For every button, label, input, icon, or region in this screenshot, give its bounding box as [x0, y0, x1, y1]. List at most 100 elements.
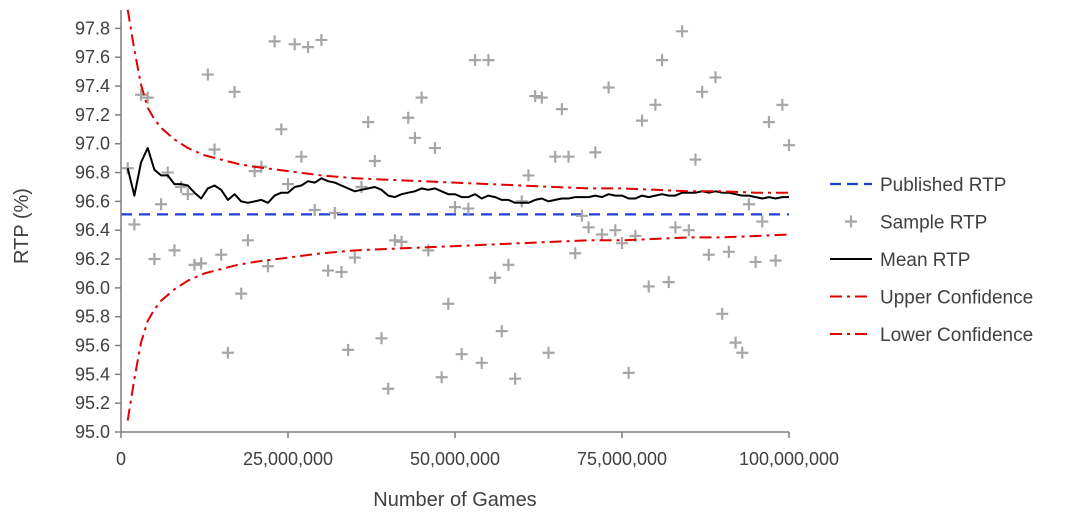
sample-rtp-marker	[709, 71, 722, 84]
y-tick-label: 97.6	[75, 47, 110, 67]
y-tick-label: 97.8	[75, 18, 110, 38]
sample-rtp-marker	[649, 98, 662, 111]
y-tick-label: 95.6	[75, 336, 110, 356]
legend-label-published-rtp: Published RTP	[880, 175, 1006, 196]
sample-rtp-marker	[241, 234, 254, 247]
sample-rtp-marker	[455, 348, 468, 361]
legend-swatch-sample-rtp	[845, 215, 857, 228]
sample-rtp-marker	[348, 251, 361, 264]
y-axis-title: RTP (%)	[11, 188, 33, 264]
y-tick-label: 96.8	[75, 163, 110, 183]
sample-rtp-marker	[756, 215, 769, 228]
x-tick-label: 50,000,000	[410, 449, 500, 469]
sample-rtp-marker	[549, 150, 562, 163]
sample-rtp-marker	[368, 155, 381, 168]
sample-rtp-marker	[215, 248, 228, 261]
sample-rtp-marker	[783, 139, 795, 152]
sample-rtp-marker	[322, 264, 335, 277]
sample-rtp-marker	[689, 153, 702, 166]
sample-rtp-marker	[522, 169, 535, 182]
sample-rtp-marker	[656, 54, 669, 67]
sample-rtp-marker	[769, 254, 782, 267]
sample-rtp-marker	[575, 209, 588, 222]
sample-rtp-marker	[642, 280, 655, 293]
sample-rtp-marker	[722, 245, 735, 258]
sample-rtp-marker	[201, 68, 214, 81]
x-tick-label: 75,000,000	[577, 449, 667, 469]
legend-label-mean-rtp: Mean RTP	[880, 250, 970, 271]
sample-rtp-marker	[302, 41, 315, 54]
sample-rtp-marker	[168, 244, 181, 257]
sample-rtp-marker	[261, 260, 274, 273]
sample-rtp-marker	[295, 150, 308, 163]
series-layer	[121, 9, 795, 421]
sample-rtp-marker	[375, 332, 388, 345]
sample-rtp-marker	[669, 221, 682, 234]
sample-rtp-marker	[175, 180, 188, 193]
sample-rtp-marker	[315, 33, 328, 46]
sample-rtp-marker	[535, 91, 548, 104]
sample-rtp-marker	[569, 247, 582, 260]
sample-rtp-marker	[428, 142, 441, 155]
sample-rtp-marker	[589, 146, 602, 159]
lower-confidence-line	[126, 233, 790, 421]
y-tick-label: 97.4	[75, 76, 110, 96]
sample-rtp-marker	[188, 258, 201, 271]
sample-rtp-marker	[328, 206, 341, 219]
sample-rtp-marker	[622, 366, 635, 379]
sample-rtp-marker	[128, 218, 141, 231]
sample-rtp-marker	[208, 143, 221, 156]
sample-rtp-marker	[221, 346, 234, 359]
sample-rtp-marker	[676, 25, 689, 38]
sample-rtp-marker	[181, 188, 194, 201]
sample-rtp-marker	[415, 91, 428, 104]
x-axis-title: Number of Games	[373, 489, 536, 511]
y-tick-label: 95.0	[75, 422, 110, 442]
sample-rtp-marker	[308, 204, 321, 217]
x-tick-label: 100,000,000	[739, 449, 839, 469]
sample-rtp-marker	[362, 116, 375, 129]
sample-rtp-marker	[462, 202, 475, 215]
sample-rtp-marker	[742, 198, 755, 211]
sample-rtp-marker	[515, 195, 528, 208]
legend-label-upper-confidence: Upper Confidence	[880, 288, 1033, 309]
y-tick-label: 95.8	[75, 307, 110, 327]
y-tick-label: 97.0	[75, 134, 110, 154]
sample-rtp-marker	[228, 85, 241, 98]
sample-rtp-marker	[776, 98, 789, 111]
legend: Published RTP Sample RTP Mean RTP Upper Con…	[830, 175, 1033, 346]
sample-rtp-marker	[555, 103, 568, 116]
y-tick-label: 95.4	[75, 364, 110, 384]
legend-label-sample-rtp: Sample RTP	[880, 213, 987, 234]
axes: 95.0 95.2 95.4 95.6 95.8 96.0 96.2 96.4 96.6 96.8…	[75, 10, 839, 469]
sample-rtp-marker	[582, 221, 595, 234]
y-ticks: 95.0 95.2 95.4 95.6 95.8 96.0 96.2 96.4 96.6 96.8…	[75, 18, 121, 442]
sample-rtp-marker	[682, 224, 695, 237]
sample-rtp-marker	[235, 287, 248, 300]
sample-rtp-marker	[141, 91, 154, 104]
upper-confidence-line	[126, 9, 789, 194]
sample-rtp-marker	[355, 180, 368, 193]
sample-rtp-marker	[342, 343, 355, 356]
sample-rtp-marker	[388, 234, 401, 247]
y-tick-label: 96.0	[75, 278, 110, 298]
sample-rtp-marker	[595, 228, 608, 241]
sample-rtp-marker	[155, 198, 168, 211]
sample-rtp-marker	[442, 297, 455, 310]
y-tick-label: 96.6	[75, 191, 110, 211]
sample-rtp-marker	[662, 276, 675, 289]
sample-rtp-marker	[489, 271, 502, 284]
sample-rtp-marker	[402, 111, 415, 124]
sample-rtp-marker	[562, 150, 575, 163]
sample-rtp-series	[121, 25, 795, 395]
sample-rtp-marker	[268, 35, 281, 48]
sample-rtp-marker	[702, 248, 715, 261]
sample-rtp-marker	[529, 90, 542, 103]
sample-rtp-marker	[482, 54, 495, 67]
sample-rtp-marker	[475, 356, 488, 369]
sample-rtp-marker	[335, 266, 348, 279]
sample-rtp-marker	[469, 54, 482, 67]
sample-rtp-marker	[395, 235, 408, 248]
sample-rtp-marker	[616, 237, 628, 250]
sample-rtp-marker	[135, 88, 148, 101]
